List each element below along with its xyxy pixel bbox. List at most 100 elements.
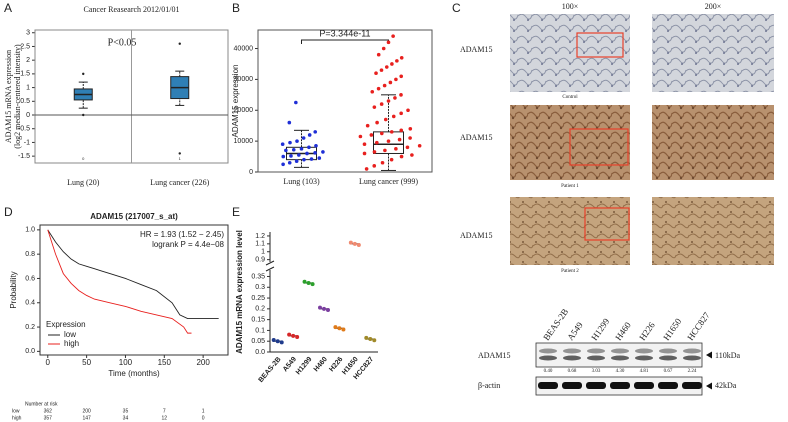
dot [294,100,298,105]
band [562,382,582,389]
survival-line [47,229,192,334]
box [373,131,404,154]
dot [394,77,398,82]
y-tick-label: 2.5 [20,43,30,50]
y-axis-label: ADAM15 mRNA expression level [235,230,244,354]
dot [399,93,403,97]
y-tick-label: 1 [261,249,265,256]
dot [358,134,363,139]
y-tick-label: 0.2 [255,306,265,313]
size-label: 110kDa [715,351,740,360]
dot [291,147,296,152]
dot [326,308,330,313]
outlier [82,72,85,76]
band [635,355,653,361]
risk-value: 1 [202,408,205,414]
ihc-image [652,105,774,180]
dot [376,52,381,57]
y-tick-label: 0.1 [255,327,265,334]
dot [318,305,322,310]
band [539,355,557,361]
y-axis-label: ADAM15 expression [231,65,240,138]
x-tick-label: 150 [158,358,172,367]
band [611,355,629,361]
dot [333,325,338,330]
band [611,348,629,354]
dot [299,147,304,151]
y-tick-label: 0.4 [25,300,35,307]
dot [369,133,374,137]
dot [310,282,315,287]
dot [397,137,402,142]
dot [368,337,373,342]
risk-value: 7 [163,408,166,414]
dot [408,136,412,140]
dot [291,333,296,338]
x-tick-label: BEAS-2B [258,356,283,384]
risk-title: Number at risk [25,401,58,407]
group-code: 0 [82,156,85,161]
dot [288,140,292,145]
y-tick-label: 1.2 [255,233,265,240]
dot [306,280,311,285]
dot [399,74,404,79]
y-tick-label: 0.5 [20,98,30,105]
y-tick-label: 0.05 [251,338,265,345]
dot [295,335,300,340]
band [539,348,557,354]
risk-value: 35 [123,408,129,414]
lane-label: H460 [613,320,633,343]
dot [365,123,370,128]
dot [352,241,357,246]
band [683,348,701,354]
dot [386,40,391,45]
dot [379,102,384,106]
y-tick-label: 20000 [234,107,254,114]
dot [281,154,286,159]
lane-label: H1650 [661,316,684,342]
band [563,348,581,354]
y-tick-label: 0.35 [251,273,265,280]
row-label: ADAM15 [460,45,492,54]
dot [394,147,398,151]
dot [386,99,391,103]
dot [307,133,312,137]
bracket [301,39,389,44]
y-tick-label: 30000 [234,76,254,83]
panel-letter: C [452,1,461,15]
y-tick-label: -1 [24,139,30,146]
y-tick-label: 0.15 [251,316,265,323]
dot [389,157,394,162]
y-tick-label: 0.8 [25,251,35,258]
y-tick-label: 3 [26,30,30,37]
x-tick-label: Lung cancer (999) [359,177,418,186]
y-tick-label: 0 [26,112,30,119]
y-tick-label: 10000 [234,138,254,145]
dot [386,139,391,143]
ihc-image [510,197,630,265]
caption: Control [562,95,578,100]
annotation: P<0.05 [108,37,137,48]
risk-value: 0 [202,415,205,421]
dot [341,327,346,332]
survival-line [47,229,219,320]
dot [391,34,395,38]
dot [384,65,389,69]
dot [280,142,285,147]
ihc-image [652,14,774,92]
outlier [178,42,181,45]
plot-frame [39,224,229,356]
dot [372,164,377,168]
y-axis-label: (log2 median-centered intensity) [13,44,22,149]
dot [302,279,307,284]
panel-letter: E [232,205,240,219]
y-tick-label: 0.0 [25,348,35,355]
dot [383,117,388,122]
intensity: 0.67 [664,369,673,374]
x-axis-label: Time (months) [108,369,160,378]
y-tick-label: -1.5 [18,153,30,160]
dot [405,145,410,150]
y-axis-label: ADAM15 mRNA expression [4,50,13,143]
dot [364,167,369,171]
magnification: 100× [562,2,579,11]
